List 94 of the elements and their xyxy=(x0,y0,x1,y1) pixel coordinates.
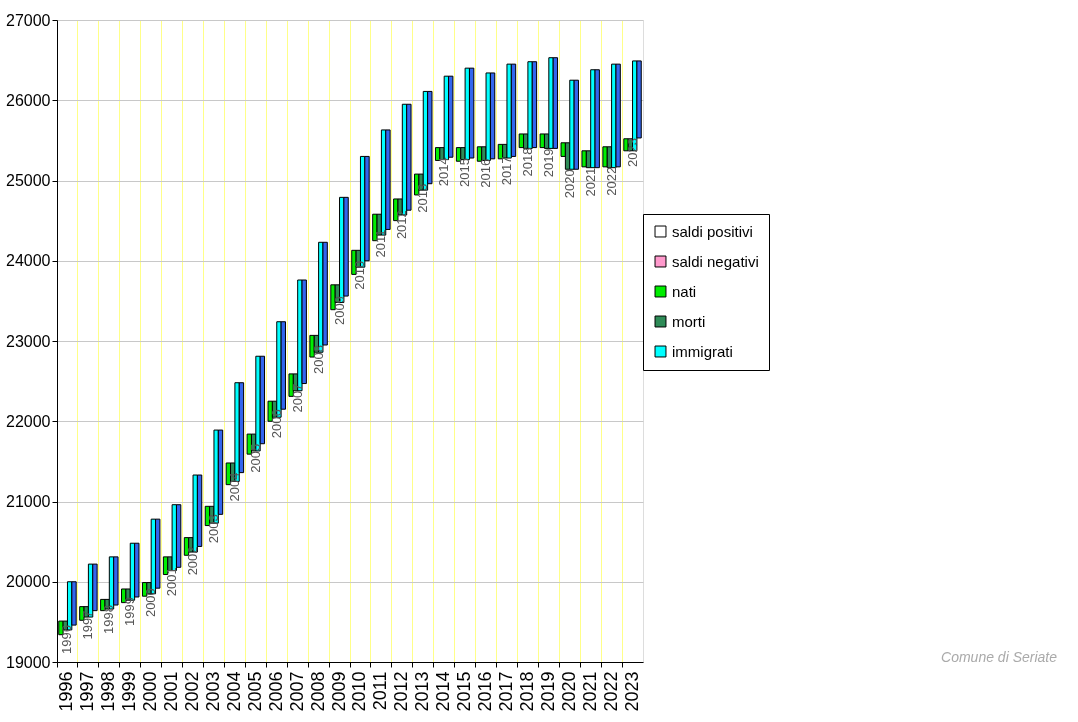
y-tick-label: 25000 xyxy=(6,172,51,189)
annotation: 2017 xyxy=(498,156,514,186)
legend-label: saldi negativi xyxy=(672,252,759,270)
annotation: 2020 xyxy=(561,169,577,199)
annotation: 2019 xyxy=(540,148,556,178)
annotation: 2003 xyxy=(205,514,221,544)
bar xyxy=(594,69,600,169)
bar xyxy=(485,72,491,161)
x-tick-label: 2005 xyxy=(244,671,265,712)
annotation: 2016 xyxy=(478,158,494,188)
x-tick-label: 2018 xyxy=(516,671,537,712)
annotation: 2014 xyxy=(436,157,452,187)
x-tick-label: 2011 xyxy=(370,671,391,711)
x-tick-label: 2021 xyxy=(579,671,600,712)
legend-label: nati xyxy=(672,282,697,300)
bar xyxy=(246,433,252,455)
bar xyxy=(602,146,608,168)
x-tick-label: 2008 xyxy=(307,671,328,712)
x-tick-label: 2004 xyxy=(223,671,244,712)
bar xyxy=(330,284,336,311)
y-tick-label: 24000 xyxy=(6,252,51,270)
x-tick-label: 1998 xyxy=(98,671,119,712)
bar xyxy=(288,373,294,397)
bar xyxy=(506,63,512,159)
bar xyxy=(527,61,533,149)
y-tick-label: 23000 xyxy=(6,332,51,350)
x-tick-label: 2020 xyxy=(558,671,579,712)
bar xyxy=(623,138,629,152)
x-tick-label: 2002 xyxy=(182,671,203,712)
x-tick-label: 2007 xyxy=(286,671,307,712)
x-tick-label: 2019 xyxy=(537,671,558,712)
annotation: 2007 xyxy=(289,383,305,413)
annotation: 2010 xyxy=(352,260,368,290)
annotation: 2022 xyxy=(603,166,619,196)
x-tick-label: 1997 xyxy=(77,671,98,712)
bar xyxy=(539,133,545,149)
annotation: 1996 xyxy=(59,625,75,655)
annotation: 2013 xyxy=(415,183,431,213)
y-tick-label: 22000 xyxy=(6,412,51,430)
bar xyxy=(448,75,454,158)
x-tick-label: 2016 xyxy=(475,671,496,712)
text: Comune di Seriate xyxy=(941,649,1058,665)
x-tick-label: 2009 xyxy=(328,671,349,712)
y-tick-label: 19000 xyxy=(6,653,51,671)
annotation: 1997 xyxy=(80,610,96,640)
bar xyxy=(510,63,517,157)
annotation: 2009 xyxy=(331,296,347,325)
bar xyxy=(531,61,538,149)
x-tick-label: 2003 xyxy=(202,671,223,712)
legend-label: immigrati xyxy=(672,342,733,360)
x-tick-label: 2010 xyxy=(349,671,370,712)
x-tick-label: 2006 xyxy=(265,671,286,712)
annotation: 2004 xyxy=(226,472,242,502)
bar xyxy=(113,556,119,606)
bar xyxy=(573,79,579,170)
x-tick-label: 2017 xyxy=(495,671,516,712)
x-tick-label: 2014 xyxy=(433,671,454,712)
annotation: 2006 xyxy=(268,409,284,439)
bar xyxy=(552,57,559,149)
bar xyxy=(267,400,273,422)
annotation: 1998 xyxy=(101,605,117,634)
bar xyxy=(548,57,554,149)
annotation: 2011 xyxy=(373,229,389,258)
annotation: 2012 xyxy=(394,210,410,240)
annotation: 2001 xyxy=(164,567,180,597)
annotation: 2018 xyxy=(519,147,535,177)
legend-label: morti xyxy=(672,312,706,330)
annotation: 1999 xyxy=(122,597,138,626)
bar xyxy=(489,72,496,160)
annotation: 2015 xyxy=(457,158,473,187)
x-tick-label: 2000 xyxy=(140,671,161,712)
annotation: 2002 xyxy=(185,546,201,576)
x-tick-label: 1999 xyxy=(119,671,140,712)
annotation: 2021 xyxy=(582,167,598,197)
x-tick-label: 2023 xyxy=(621,671,642,712)
y-tick-label: 26000 xyxy=(6,91,51,109)
bar xyxy=(468,67,475,159)
y-tick-label: 21000 xyxy=(6,493,51,510)
x-tick-label: 2001 xyxy=(161,671,182,712)
y-tick-label: 20000 xyxy=(6,573,51,591)
x-tick-label: 2022 xyxy=(600,671,621,712)
x-tick-label: 1996 xyxy=(56,671,77,712)
bar xyxy=(615,63,621,168)
bar xyxy=(134,542,140,598)
annotation: 2005 xyxy=(247,443,263,473)
x-tick-label: 2015 xyxy=(454,671,475,712)
bar xyxy=(581,150,587,168)
bar xyxy=(175,504,182,568)
legend-label: saldi positivi xyxy=(672,222,753,240)
bar xyxy=(309,334,315,358)
x-tick-label: 2012 xyxy=(391,671,412,712)
x-tick-label: 2013 xyxy=(412,671,433,712)
annotation: 2000 xyxy=(143,588,159,618)
y-tick-label: 27000 xyxy=(6,11,51,29)
